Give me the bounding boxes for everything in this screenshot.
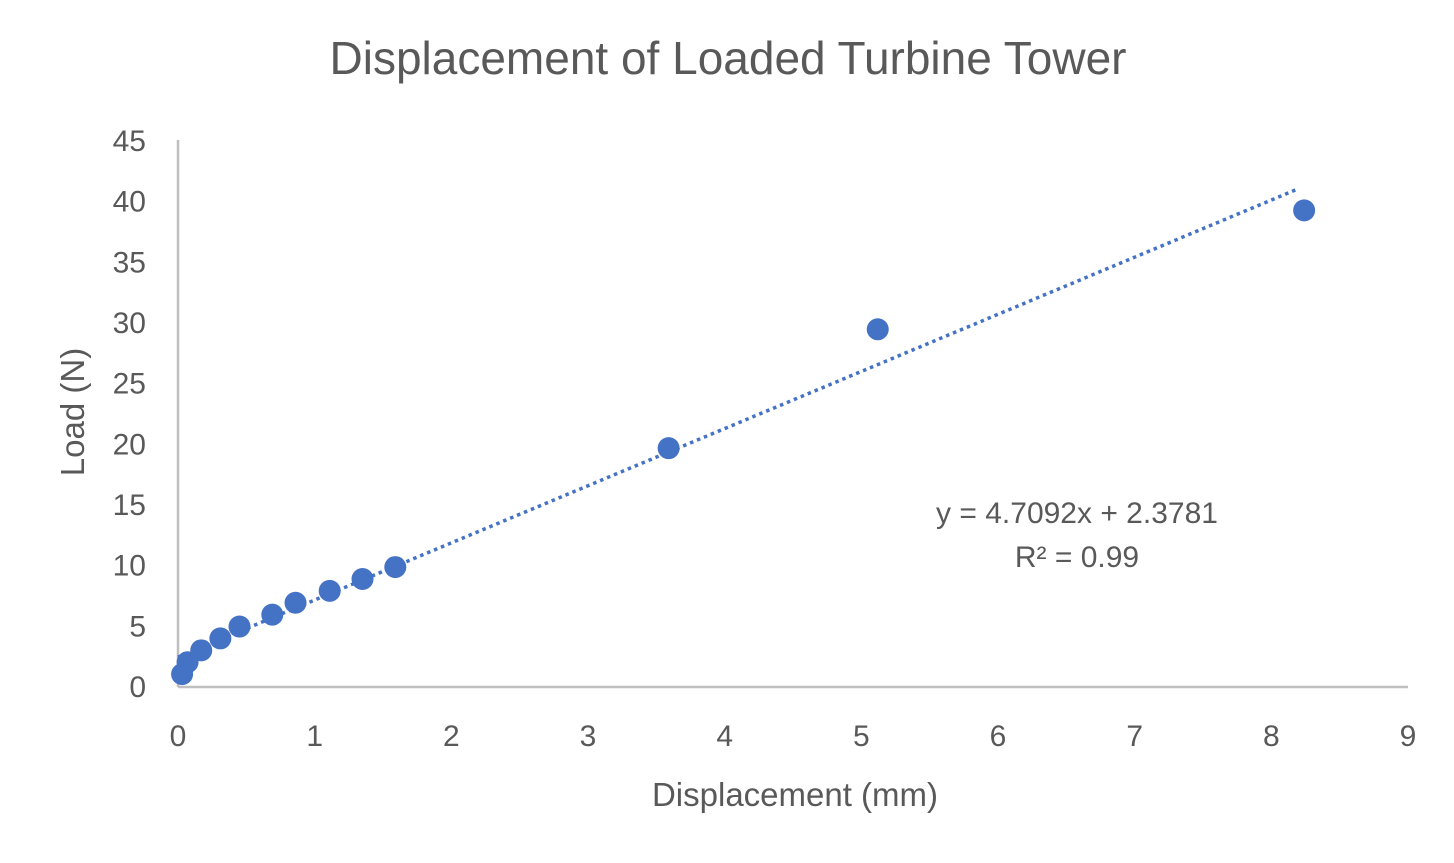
- data-point: [318, 579, 341, 602]
- data-point: [866, 318, 889, 341]
- y-tick-label: 15: [113, 489, 146, 522]
- x-tick-label: 7: [1126, 720, 1143, 753]
- x-tick-label: 9: [1400, 720, 1417, 753]
- data-point: [351, 567, 374, 590]
- x-tick-label: 8: [1263, 720, 1280, 753]
- x-tick-label: 3: [580, 720, 597, 753]
- y-tick-label: 40: [113, 186, 146, 219]
- x-tick-label: 5: [853, 720, 870, 753]
- trendline-r2: R² = 0.99: [1015, 541, 1139, 574]
- y-tick-label: 20: [113, 428, 146, 461]
- data-point: [1293, 199, 1316, 222]
- y-tick-label: 0: [129, 671, 146, 704]
- trendline-equation: y = 4.7092x + 2.3781: [936, 497, 1218, 530]
- y-tick-label: 5: [129, 610, 146, 643]
- chart-title: Displacement of Loaded Turbine Tower: [330, 32, 1127, 84]
- data-point: [384, 556, 407, 579]
- x-tick-label: 4: [716, 720, 733, 753]
- data-point: [657, 437, 680, 460]
- x-tick-label: 2: [443, 720, 460, 753]
- data-point: [261, 603, 284, 626]
- y-axis-title: Load (N): [54, 348, 91, 476]
- data-point: [190, 639, 213, 662]
- x-axis-title: Displacement (mm): [652, 776, 938, 813]
- y-tick-label: 10: [113, 550, 146, 583]
- x-tick-label: 1: [306, 720, 323, 753]
- y-tick-label: 45: [113, 125, 146, 158]
- x-tick-label: 0: [170, 720, 187, 753]
- y-tick-label: 35: [113, 246, 146, 279]
- y-tick-label: 25: [113, 368, 146, 401]
- x-tick-label: 6: [990, 720, 1007, 753]
- trendline: [177, 187, 1298, 659]
- data-point: [209, 627, 232, 650]
- data-point: [284, 591, 307, 614]
- y-tick-label: 30: [113, 307, 146, 340]
- data-point: [228, 615, 251, 638]
